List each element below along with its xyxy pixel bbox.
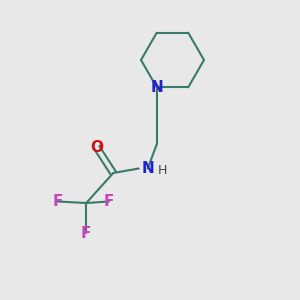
Text: N: N	[141, 161, 154, 176]
Text: F: F	[52, 194, 63, 209]
Text: N: N	[150, 80, 163, 95]
Text: H: H	[158, 164, 167, 176]
Text: O: O	[90, 140, 103, 155]
Text: F: F	[103, 194, 114, 209]
Text: F: F	[81, 226, 92, 241]
